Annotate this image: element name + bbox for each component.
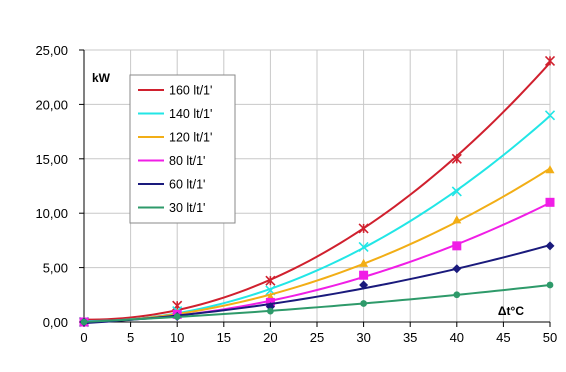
y-tick-label: 15,00 (35, 152, 68, 167)
marker-shape (80, 318, 88, 326)
marker-shape (545, 165, 555, 174)
data-point (545, 165, 555, 174)
y-tick-label: 5,00 (43, 261, 68, 276)
data-point (358, 241, 369, 252)
data-point (267, 307, 274, 315)
marker-shape (360, 300, 367, 307)
legend-label: 60 lt/1' (169, 178, 205, 192)
data-point (546, 281, 554, 289)
x-tick-label: 5 (127, 330, 134, 345)
marker-shape (359, 258, 369, 267)
marker-shape (546, 281, 554, 289)
x-tick-label: 0 (80, 330, 87, 345)
marker-shape (359, 270, 369, 280)
axes (79, 49, 551, 327)
legend-item: 30 lt/1' (138, 201, 205, 215)
x-axis-label: Δt°C (498, 304, 524, 318)
series-group (78, 55, 556, 328)
marker-stroke (358, 241, 369, 252)
data-point (452, 241, 462, 251)
data-point (544, 55, 556, 66)
trend-line (83, 62, 551, 321)
x-tick-label: 10 (170, 330, 184, 345)
marker-shape (452, 215, 462, 224)
y-tick-label: 10,00 (35, 206, 68, 221)
y-tick-label: 20,00 (35, 97, 68, 112)
trend-line (83, 284, 551, 323)
data-point (359, 280, 369, 290)
x-tick-label: 40 (450, 330, 464, 345)
x-tick-label: 35 (403, 330, 417, 345)
data-point (452, 264, 462, 274)
marker-stroke (451, 186, 462, 197)
data-point (451, 153, 462, 164)
marker-shape (359, 280, 369, 290)
marker-shape (452, 241, 462, 251)
data-point (451, 186, 462, 197)
series-5 (80, 281, 554, 326)
tick-labels: 0,00 5,00 10,00 15,00 20,00 25,00 0 5 10 15 20 25 30… (35, 43, 557, 345)
data-point (360, 300, 367, 307)
x-tick-label: 20 (263, 330, 277, 345)
data-point (545, 241, 555, 251)
x-tick-label: 30 (356, 330, 370, 345)
legend-item: 80 lt/1' (138, 154, 205, 168)
legend-label: 80 lt/1' (169, 154, 205, 168)
x-tick-label: 15 (217, 330, 231, 345)
legend-label: 160 lt/1' (169, 84, 212, 98)
legend-box (129, 74, 236, 224)
data-point (265, 275, 276, 286)
data-point (452, 215, 462, 224)
x-tick-label: 25 (310, 330, 324, 345)
marker-shape (545, 241, 555, 251)
data-point (358, 223, 369, 234)
legend-item: 60 lt/1' (138, 178, 205, 192)
x-tick-label: 50 (543, 330, 557, 345)
marker-shape (452, 264, 462, 274)
data-point (359, 258, 369, 267)
data-point (80, 318, 88, 326)
data-point (173, 313, 181, 320)
legend-label: 30 lt/1' (169, 201, 205, 215)
marker-shape (173, 313, 181, 320)
y-unit-label: kW (92, 71, 111, 85)
legend-item: 140 lt/1' (138, 107, 212, 121)
legend: 160 lt/1' 140 lt/1' 120 lt/1' 80 lt/1' 60 lt… (129, 74, 236, 224)
data-point (544, 110, 556, 121)
x-tick-label: 45 (496, 330, 510, 345)
marker-stroke (544, 110, 556, 121)
legend-label: 120 lt/1' (169, 131, 212, 145)
marker-shape (453, 291, 461, 299)
y-tick-label: 0,00 (43, 315, 68, 330)
data-point (359, 270, 369, 280)
data-point (453, 291, 461, 299)
legend-item: 120 lt/1' (138, 131, 212, 145)
legend-label: 140 lt/1' (169, 107, 212, 121)
data-point (545, 197, 555, 207)
marker-shape (267, 307, 274, 315)
legend-item: 160 lt/1' (138, 84, 212, 98)
marker-shape (545, 197, 555, 207)
marker-stroke (265, 285, 276, 296)
y-tick-label: 25,00 (35, 43, 68, 58)
